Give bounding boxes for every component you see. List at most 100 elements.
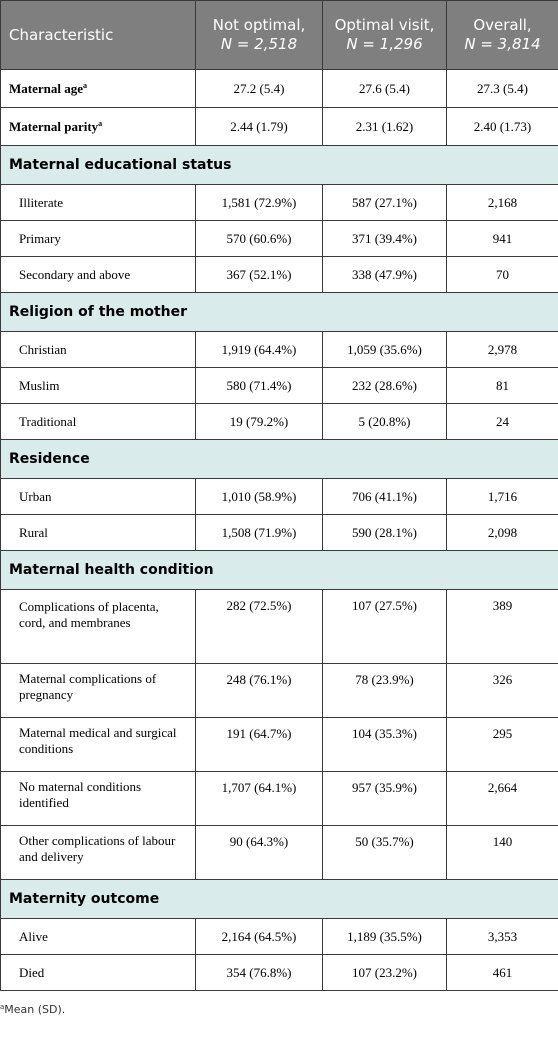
cell-optimal: 107 (27.5%): [322, 589, 447, 664]
table-header: Characteristic Not optimal, N = 2,518 Opt…: [0, 0, 558, 70]
header-not-optimal: Not optimal, N = 2,518: [195, 0, 323, 70]
header-overall-n: N = 3,814: [464, 35, 541, 53]
row-label: Complications of placenta, cord, and mem…: [0, 589, 196, 664]
cell-optimal: 587 (27.1%): [322, 184, 447, 221]
row-label: Maternal complications of pregnancy: [0, 663, 196, 718]
row-label: Primary: [0, 220, 196, 257]
row-label: No maternal conditions identified: [0, 771, 196, 826]
cell-not-optimal: 367 (52.1%): [195, 256, 323, 293]
cell-optimal: 2.31 (1.62): [322, 107, 447, 146]
table-row: Christian 1,919 (64.4%) 1,059 (35.6%) 2,…: [0, 331, 558, 368]
row-label: Christian: [0, 331, 196, 368]
cell-overall: 2,978: [446, 331, 558, 368]
row-label: Rural: [0, 514, 196, 551]
cell-overall: 2,168: [446, 184, 558, 221]
cell-not-optimal: 354 (76.8%): [195, 954, 323, 991]
header-overall: Overall, N = 3,814: [446, 0, 558, 70]
row-label: Traditional: [0, 403, 196, 440]
cell-optimal: 104 (35.3%): [322, 717, 447, 772]
cell-not-optimal: 2.44 (1.79): [195, 107, 323, 146]
header-not-optimal-n: N = 2,518: [220, 35, 298, 53]
table-row: Maternal agea 27.2 (5.4) 27.6 (5.4) 27.3…: [0, 69, 558, 108]
cell-optimal: 27.6 (5.4): [322, 69, 447, 108]
row-label: Secondary and above: [0, 256, 196, 293]
cell-optimal: 1,059 (35.6%): [322, 331, 447, 368]
table-row: Complications of placenta, cord, and mem…: [0, 589, 558, 664]
cell-not-optimal: 282 (72.5%): [195, 589, 323, 664]
row-label: Muslim: [0, 367, 196, 404]
row-label: Illiterate: [0, 184, 196, 221]
section-title: Religion of the mother: [0, 292, 558, 332]
cell-not-optimal: 19 (79.2%): [195, 403, 323, 440]
cell-not-optimal: 1,010 (58.9%): [195, 478, 323, 515]
cell-optimal: 338 (47.9%): [322, 256, 447, 293]
header-characteristic: Characteristic: [0, 0, 196, 70]
cell-not-optimal: 90 (64.3%): [195, 825, 323, 880]
cell-overall: 2,098: [446, 514, 558, 551]
cell-overall: 295: [446, 717, 558, 772]
cell-overall: 140: [446, 825, 558, 880]
cell-overall: 2.40 (1.73): [446, 107, 558, 146]
cell-overall: 461: [446, 954, 558, 991]
row-label: Maternal agea: [0, 69, 196, 108]
cell-overall: 2,664: [446, 771, 558, 826]
table-row: Maternal paritya 2.44 (1.79) 2.31 (1.62)…: [0, 107, 558, 146]
cell-overall: 1,716: [446, 478, 558, 515]
cell-not-optimal: 1,707 (64.1%): [195, 771, 323, 826]
row-label: Other complications of labour and delive…: [0, 825, 196, 880]
cell-overall: 3,353: [446, 918, 558, 955]
cell-optimal: 232 (28.6%): [322, 367, 447, 404]
cell-not-optimal: 580 (71.4%): [195, 367, 323, 404]
cell-optimal: 50 (35.7%): [322, 825, 447, 880]
cell-not-optimal: 191 (64.7%): [195, 717, 323, 772]
header-optimal: Optimal visit, N = 1,296: [322, 0, 447, 70]
cell-overall: 24: [446, 403, 558, 440]
table-footnote: aMean (SD).: [0, 1003, 66, 1016]
table-row: Secondary and above 367 (52.1%) 338 (47.…: [0, 256, 558, 293]
table-row: No maternal conditions identified 1,707 …: [0, 771, 558, 826]
cell-overall: 70: [446, 256, 558, 293]
section-header: Maternity outcome: [0, 879, 558, 919]
cell-not-optimal: 1,919 (64.4%): [195, 331, 323, 368]
cell-not-optimal: 248 (76.1%): [195, 663, 323, 718]
cell-overall: 389: [446, 589, 558, 664]
section-title: Maternity outcome: [0, 879, 558, 919]
table-row: Rural 1,508 (71.9%) 590 (28.1%) 2,098: [0, 514, 558, 551]
table-row: Primary 570 (60.6%) 371 (39.4%) 941: [0, 220, 558, 257]
section-header: Maternal educational status: [0, 145, 558, 185]
cell-overall: 941: [446, 220, 558, 257]
cell-not-optimal: 27.2 (5.4): [195, 69, 323, 108]
cell-overall: 81: [446, 367, 558, 404]
cell-optimal: 1,189 (35.5%): [322, 918, 447, 955]
row-label: Alive: [0, 918, 196, 955]
table-row: Traditional 19 (79.2%) 5 (20.8%) 24: [0, 403, 558, 440]
cell-optimal: 107 (23.2%): [322, 954, 447, 991]
table-row: Other complications of labour and delive…: [0, 825, 558, 880]
cell-optimal: 957 (35.9%): [322, 771, 447, 826]
section-header: Religion of the mother: [0, 292, 558, 332]
cell-optimal: 706 (41.1%): [322, 478, 447, 515]
table-row: Illiterate 1,581 (72.9%) 587 (27.1%) 2,1…: [0, 184, 558, 221]
section-header: Residence: [0, 439, 558, 479]
cell-optimal: 590 (28.1%): [322, 514, 447, 551]
cell-not-optimal: 570 (60.6%): [195, 220, 323, 257]
table-row: Maternal medical and surgical conditions…: [0, 717, 558, 772]
row-label: Died: [0, 954, 196, 991]
section-title: Maternal educational status: [0, 145, 558, 185]
cell-optimal: 5 (20.8%): [322, 403, 447, 440]
cell-overall: 326: [446, 663, 558, 718]
characteristics-table: Characteristic Not optimal, N = 2,518 Opt…: [0, 0, 558, 991]
cell-overall: 27.3 (5.4): [446, 69, 558, 108]
table-row: Muslim 580 (71.4%) 232 (28.6%) 81: [0, 367, 558, 404]
cell-not-optimal: 1,508 (71.9%): [195, 514, 323, 551]
table-row: Maternal complications of pregnancy 248 …: [0, 663, 558, 718]
row-label: Urban: [0, 478, 196, 515]
cell-not-optimal: 1,581 (72.9%): [195, 184, 323, 221]
cell-optimal: 371 (39.4%): [322, 220, 447, 257]
section-header: Maternal health condition: [0, 550, 558, 590]
row-label: Maternal medical and surgical conditions: [0, 717, 196, 772]
table-row: Died 354 (76.8%) 107 (23.2%) 461: [0, 954, 558, 991]
section-title: Maternal health condition: [0, 550, 558, 590]
table-row: Urban 1,010 (58.9%) 706 (41.1%) 1,716: [0, 478, 558, 515]
section-title: Residence: [0, 439, 558, 479]
